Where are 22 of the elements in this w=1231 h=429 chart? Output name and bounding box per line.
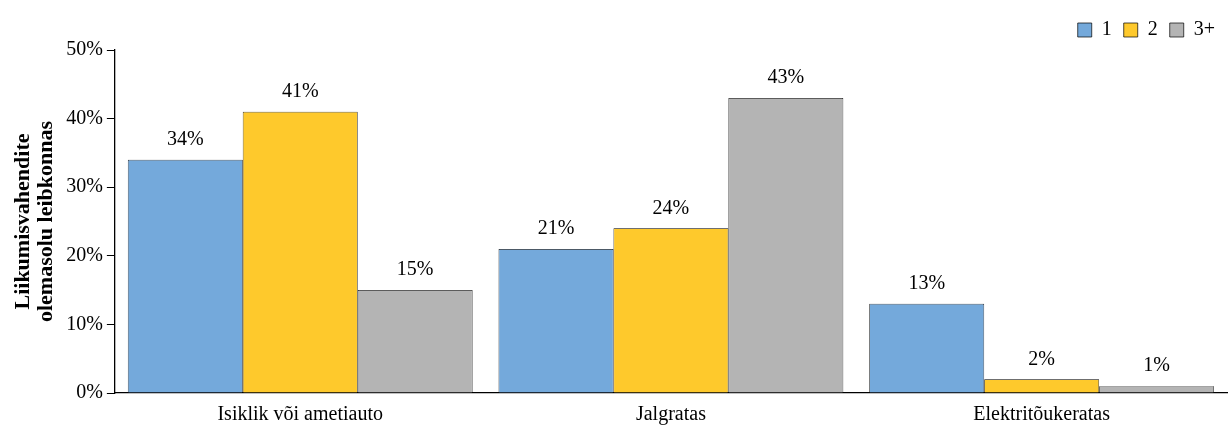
data-label: 24% [652, 195, 690, 218]
y-axis-title: Liikumisvahendite olemasolu leibkonnas [9, 120, 58, 323]
x-tick-label: Jalgratas [635, 402, 707, 426]
x-tick-label: Elektritõukeratas [973, 402, 1111, 425]
legend-label: 1 [1101, 17, 1112, 40]
data-label: 15% [396, 257, 434, 280]
data-label: 21% [537, 216, 575, 239]
data-label: 2% [1028, 346, 1055, 369]
data-label: 13% [908, 271, 946, 294]
legend-label: 3+ [1193, 17, 1215, 40]
y-tick-label: 30% [66, 174, 103, 197]
data-label: 43% [767, 65, 805, 88]
data-label: 41% [281, 78, 319, 101]
data-label: 34% [166, 127, 204, 150]
y-tick-label: 20% [66, 243, 103, 266]
y-tick-label: 40% [66, 105, 103, 128]
y-tick-label: 50% [66, 37, 103, 60]
x-tick-label: Isiklik või ametiauto [217, 402, 383, 425]
data-label: 1% [1143, 353, 1170, 376]
y-tick-label: 10% [66, 311, 103, 334]
legend-label: 2 [1147, 17, 1158, 40]
y-tick-label: 0% [76, 380, 103, 403]
